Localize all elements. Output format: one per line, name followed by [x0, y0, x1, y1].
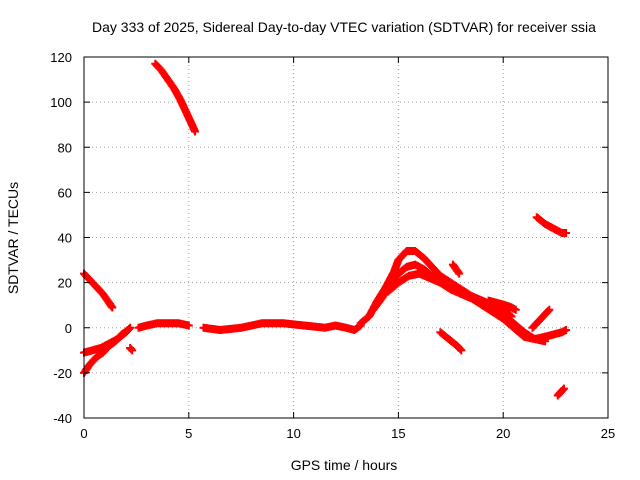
y-tick-label: -40: [53, 411, 72, 426]
data-point: [125, 324, 134, 333]
chart-title: Day 333 of 2025, Sidereal Day-to-day VTE…: [92, 19, 596, 35]
data-point: [455, 269, 464, 278]
y-tick-label: 100: [50, 95, 72, 110]
plot-frame: [83, 56, 609, 419]
series-track-early-low-b: [80, 323, 135, 357]
x-axis-title: GPS time / hours: [291, 457, 398, 473]
series-track-evening: [331, 321, 365, 335]
series-track-rise-c: [383, 269, 550, 346]
series-track-1700-down: [436, 328, 466, 355]
y-tick-label: 60: [58, 185, 72, 200]
series-track-bottom-late: [553, 384, 568, 400]
data-point: [390, 280, 399, 289]
x-tick-label: 0: [80, 426, 87, 441]
x-tick-label: 5: [185, 426, 192, 441]
data-point: [126, 323, 135, 332]
series-track-mini-14h: [383, 280, 399, 294]
data-point: [562, 228, 571, 237]
y-tick-label: 0: [65, 321, 72, 336]
data-point: [127, 345, 136, 354]
data-point: [128, 346, 137, 355]
y-tick-label: 120: [50, 50, 72, 65]
data-point: [558, 385, 567, 394]
y-axis-title: SDTVAR / TECUs: [5, 182, 21, 294]
data-point: [108, 303, 117, 312]
series-track-1730: [448, 260, 464, 278]
data-marks: [80, 59, 571, 400]
series-track-high-arc: [151, 59, 200, 136]
series-track-morning: [134, 319, 193, 332]
x-tick-label: 20: [496, 426, 510, 441]
series-track-1900: [484, 296, 520, 314]
y-tick-label: -20: [53, 366, 72, 381]
series-track-late-up: [528, 305, 554, 332]
data-point: [191, 127, 200, 136]
x-tick-label: 25: [601, 426, 615, 441]
y-tick-label: 20: [58, 276, 72, 291]
y-tick-label: 80: [58, 140, 72, 155]
series-track-high-late: [532, 213, 571, 237]
data-point: [456, 345, 465, 354]
data-point: [511, 305, 520, 314]
series-track-dip-2h: [126, 344, 137, 355]
data-point: [562, 326, 571, 335]
series-track-late-cross: [534, 326, 571, 344]
series-track-day: [199, 319, 340, 335]
axis-ticks: 0 5 10 15 20 25 -40 -20 0 20 40 60 80 100 120: [50, 50, 615, 441]
x-tick-label: 15: [391, 426, 405, 441]
y-tick-label: 40: [58, 231, 72, 246]
data-point: [457, 346, 466, 355]
data-point: [545, 305, 554, 314]
data-point: [184, 321, 193, 330]
data-point: [544, 306, 553, 315]
grid: [84, 57, 608, 418]
series-track-early-descent: [80, 269, 117, 312]
x-tick-label: 10: [286, 426, 300, 441]
data-point: [559, 384, 568, 393]
